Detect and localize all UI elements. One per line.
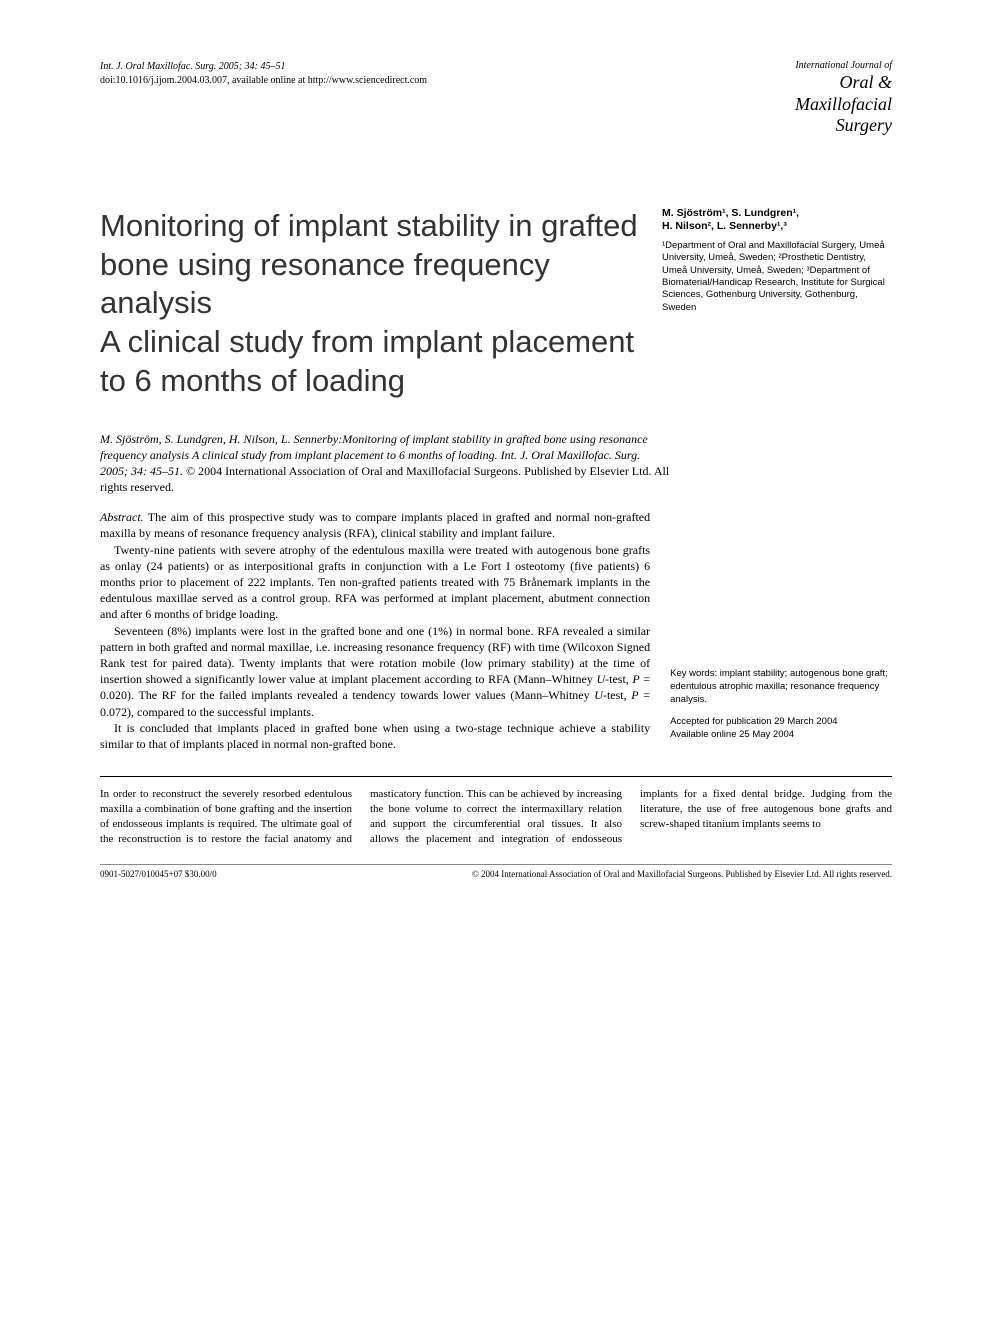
logo-line2: Oral & [795, 72, 892, 94]
doi-line: doi:10.1016/j.ijom.2004.03.007, availabl… [100, 74, 427, 88]
body-text: In order to reconstruct the severely res… [100, 787, 892, 846]
abstract-row: Abstract. The aim of this prospective st… [100, 509, 892, 752]
abstract-p3: Seventeen (8%) implants were lost in the… [100, 623, 650, 720]
acceptance-info: Accepted for publication 29 March 2004 A… [670, 716, 892, 742]
article-title: Monitoring of implant stability in graft… [100, 207, 642, 401]
footer-right: © 2004 International Association of Oral… [472, 869, 892, 879]
section-divider [100, 776, 892, 777]
title-section: Monitoring of implant stability in graft… [100, 207, 892, 401]
authors-line2: H. Nilson², L. Sennerby¹,³ [662, 220, 787, 232]
title-sub: A clinical study from implant placement … [100, 324, 634, 398]
citation-rest: © 2004 International Association of Oral… [100, 464, 669, 494]
abstract-p4: It is concluded that implants placed in … [100, 720, 650, 752]
abstract: Abstract. The aim of this prospective st… [100, 509, 650, 752]
journal-citation: Int. J. Oral Maxillofac. Surg. 2005; 34:… [100, 60, 427, 74]
title-main: Monitoring of implant stability in graft… [100, 208, 638, 321]
keywords-column: Key words: implant stability; autogenous… [670, 668, 892, 752]
abstract-label: Abstract. [100, 510, 144, 524]
author-names: M. Sjöström¹, S. Lundgren¹, H. Nilson², … [662, 207, 892, 234]
abstract-p1-text: The aim of this prospective study was to… [100, 510, 650, 540]
citation-block: M. Sjöström, S. Lundgren, H. Nilson, L. … [100, 431, 670, 496]
abstract-p1: Abstract. The aim of this prospective st… [100, 509, 650, 541]
online-date: Available online 25 May 2004 [670, 729, 794, 740]
footer-left: 0901-5027/010045+07 $30.00/0 [100, 869, 217, 879]
authors-column: M. Sjöström¹, S. Lundgren¹, H. Nilson², … [662, 207, 892, 401]
logo-line4: Surgery [795, 115, 892, 137]
accepted-date: Accepted for publication 29 March 2004 [670, 716, 837, 727]
authors-line1: M. Sjöström¹, S. Lundgren¹, [662, 207, 799, 219]
citation-header: Int. J. Oral Maxillofac. Surg. 2005; 34:… [100, 60, 427, 88]
page-header: Int. J. Oral Maxillofac. Surg. 2005; 34:… [100, 60, 892, 137]
abstract-p2: Twenty-nine patients with severe atrophy… [100, 542, 650, 623]
page-footer: 0901-5027/010045+07 $30.00/0 © 2004 Inte… [100, 864, 892, 879]
title-column: Monitoring of implant stability in graft… [100, 207, 642, 401]
affiliations: ¹Department of Oral and Maxillofacial Su… [662, 240, 892, 314]
logo-line1: International Journal of [795, 60, 892, 72]
logo-line3: Maxillofacial [795, 94, 892, 116]
keywords-text: Key words: implant stability; autogenous… [670, 668, 892, 706]
journal-logo: International Journal of Oral & Maxillof… [795, 60, 892, 137]
